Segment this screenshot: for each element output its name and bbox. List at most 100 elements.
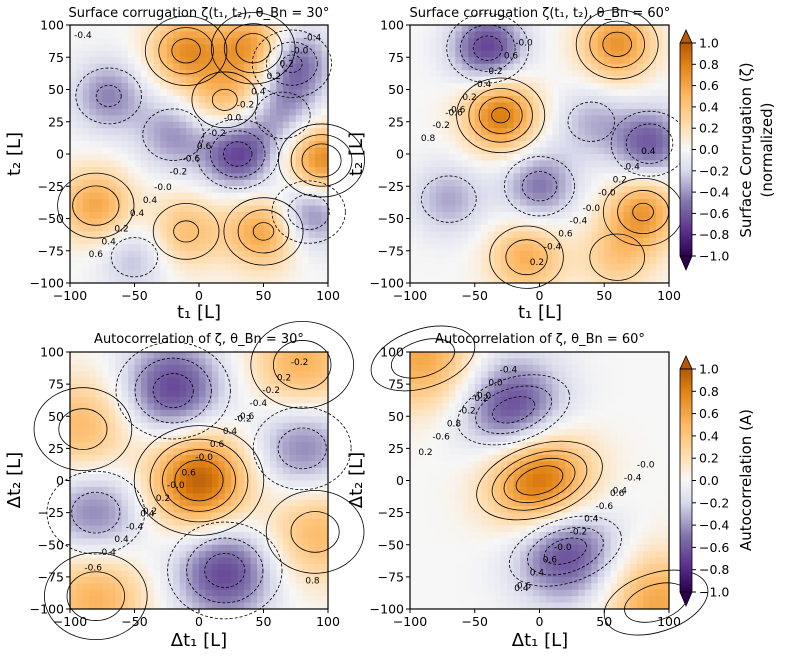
heatmap-cell xyxy=(263,70,271,78)
heatmap-cell xyxy=(115,384,123,392)
heatmap-cell xyxy=(147,377,155,385)
heatmap-cell xyxy=(500,121,508,129)
heatmap-cell xyxy=(199,557,207,565)
heatmap-cell xyxy=(429,141,437,149)
heatmap-cell xyxy=(166,57,174,65)
heatmap-cell xyxy=(199,576,207,584)
heatmap-cell xyxy=(179,95,187,103)
heatmap-cell xyxy=(630,257,638,265)
heatmap-cell xyxy=(211,44,219,52)
heatmap-cell xyxy=(649,154,657,162)
heatmap-cell xyxy=(76,544,84,552)
heatmap-cell xyxy=(192,115,200,123)
heatmap-cell xyxy=(244,499,252,507)
heatmap-cell xyxy=(192,422,200,430)
heatmap-cell xyxy=(539,218,547,226)
heatmap-cell xyxy=(604,76,612,84)
heatmap-cell xyxy=(545,115,554,123)
heatmap-cell xyxy=(70,531,78,539)
heatmap-cell xyxy=(315,179,323,187)
heatmap-cell xyxy=(630,173,638,181)
heatmap-cell xyxy=(282,212,290,220)
heatmap-cell xyxy=(147,435,155,443)
heatmap-cell xyxy=(643,218,651,226)
heatmap-cell xyxy=(186,212,194,220)
heatmap-cell xyxy=(237,506,245,514)
contour-line xyxy=(186,537,264,604)
heatmap-cell xyxy=(321,467,329,475)
heatmap-cell xyxy=(160,186,168,194)
heatmap-cell xyxy=(461,63,469,71)
contour-label: 0.4 xyxy=(102,548,117,558)
heatmap-cell xyxy=(623,154,631,162)
heatmap-cell xyxy=(179,50,187,58)
heatmap-cell xyxy=(166,257,174,265)
heatmap-cell xyxy=(533,154,541,162)
heatmap-cell xyxy=(295,461,303,469)
heatmap-cell xyxy=(308,147,316,155)
heatmap-cell xyxy=(295,244,303,252)
heatmap-cell xyxy=(315,199,323,207)
heatmap-cell xyxy=(558,70,566,78)
heatmap-cell xyxy=(257,589,265,597)
heatmap-cell xyxy=(308,531,316,539)
heatmap-cell xyxy=(231,270,239,278)
heatmap-cell xyxy=(95,44,103,52)
heatmap-cell xyxy=(630,134,638,142)
heatmap-cell xyxy=(662,237,670,245)
heatmap-cell xyxy=(192,76,200,84)
heatmap-cell xyxy=(173,525,181,533)
heatmap-cell xyxy=(656,121,664,129)
contour-line xyxy=(503,156,575,217)
heatmap-cell xyxy=(295,160,303,168)
heatmap-cell xyxy=(263,237,271,245)
heatmap-cell xyxy=(102,377,110,385)
heatmap-cell xyxy=(186,121,194,129)
heatmap-cell xyxy=(321,121,329,129)
heatmap-cell xyxy=(636,50,644,58)
heatmap-cell xyxy=(121,270,129,278)
heatmap-cell xyxy=(199,589,207,597)
heatmap-cell xyxy=(224,525,232,533)
heatmap-cell xyxy=(507,192,515,200)
heatmap-cell xyxy=(526,50,534,58)
heatmap-cell xyxy=(636,154,644,162)
heatmap-cell xyxy=(205,544,213,552)
heatmap-cell xyxy=(205,166,213,174)
heatmap-cell xyxy=(102,358,110,366)
y-tick-label: 0 xyxy=(56,147,64,162)
heatmap-cell xyxy=(95,231,103,239)
heatmap-cell xyxy=(257,102,265,110)
heatmap-cell xyxy=(224,467,232,475)
heatmap-cell xyxy=(617,244,625,252)
heatmap-cell xyxy=(147,95,155,103)
heatmap-cell xyxy=(282,166,290,174)
heatmap-cell xyxy=(539,244,547,252)
heatmap-cell xyxy=(76,89,84,97)
heatmap-cell xyxy=(558,141,566,149)
heatmap-cell xyxy=(474,154,482,162)
heatmap-cell xyxy=(199,390,207,398)
heatmap-cell xyxy=(199,512,207,520)
heatmap-cell xyxy=(121,589,129,597)
heatmap-cell xyxy=(160,519,168,527)
heatmap-cell xyxy=(552,121,560,129)
heatmap-cell xyxy=(82,89,90,97)
heatmap-cell xyxy=(308,564,316,572)
heatmap-cell xyxy=(558,57,566,65)
heatmap-cell xyxy=(199,244,207,252)
contour-line xyxy=(149,438,249,523)
heatmap-cell xyxy=(474,212,482,220)
heatmap-cell xyxy=(160,192,168,200)
heatmap-cell xyxy=(179,83,187,91)
heatmap-cell xyxy=(102,461,110,469)
heatmap-cell xyxy=(468,31,476,39)
heatmap-cell xyxy=(199,493,207,501)
heatmap-cell xyxy=(623,199,631,207)
heatmap-cell xyxy=(166,377,174,385)
heatmap-cell xyxy=(121,416,129,424)
heatmap-cell xyxy=(140,454,148,462)
heatmap-cell xyxy=(192,525,200,533)
heatmap-cell xyxy=(643,244,651,252)
heatmap-cell xyxy=(140,263,148,271)
